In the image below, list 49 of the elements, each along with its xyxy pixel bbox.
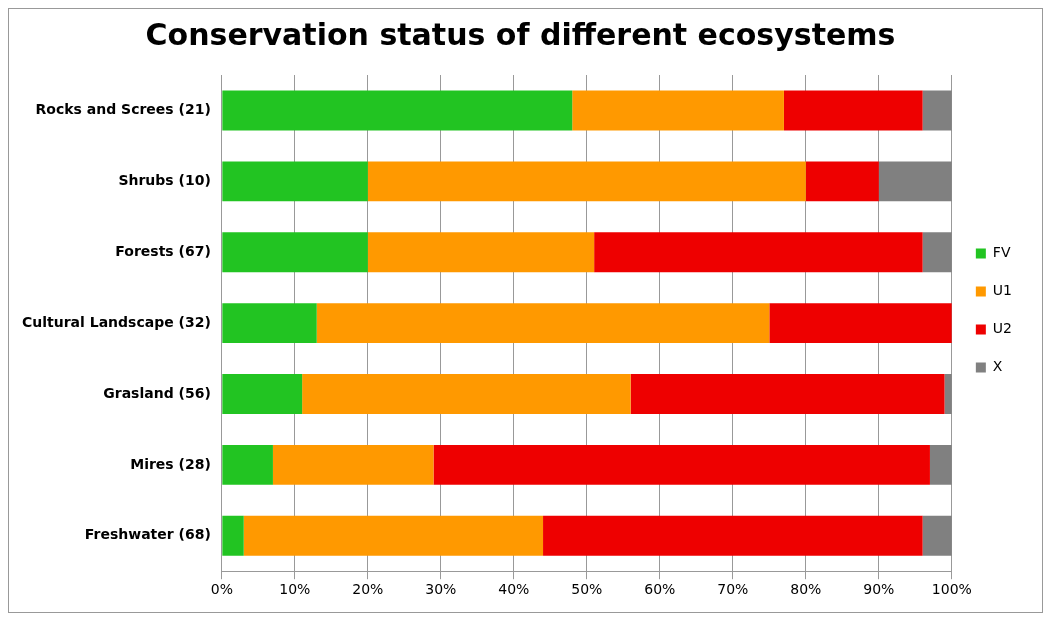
bar xyxy=(878,161,952,202)
x-tick-label: 60% xyxy=(644,581,676,598)
chart-title: Conservation status of different ecosystems xyxy=(145,16,896,52)
x-tick-label: 0% xyxy=(210,581,233,598)
bar xyxy=(922,515,952,556)
bar xyxy=(367,161,806,202)
bar xyxy=(222,515,244,556)
x-tick-label: 30% xyxy=(425,581,457,598)
bar xyxy=(367,232,595,273)
y-tick-label: Shrubs (10) xyxy=(118,171,211,188)
x-tick-label: 90% xyxy=(863,581,895,598)
x-tick-label: 50% xyxy=(571,581,603,598)
bar xyxy=(222,444,273,485)
bar xyxy=(630,374,945,414)
bar xyxy=(922,232,952,273)
y-tick-label: Mires (28) xyxy=(130,455,211,472)
bar xyxy=(302,374,631,414)
bar xyxy=(922,90,952,131)
bar xyxy=(222,374,303,414)
x-tick-label: 40% xyxy=(498,581,530,598)
bar xyxy=(769,303,952,344)
legend-label: U1 xyxy=(992,282,1012,299)
bar xyxy=(222,232,368,273)
bar xyxy=(272,444,434,485)
bar xyxy=(929,444,952,485)
y-tick-label: Forests (67) xyxy=(115,242,211,259)
bar xyxy=(572,90,784,131)
y-tick-label: Cultural Landscape (32) xyxy=(21,313,211,330)
x-tick-label: 10% xyxy=(279,581,311,598)
x-tick-label: 70% xyxy=(717,581,749,598)
bar xyxy=(316,303,770,344)
legend-label: U2 xyxy=(992,320,1012,337)
bar xyxy=(433,444,930,485)
legend-label: X xyxy=(992,358,1003,375)
bar xyxy=(243,515,544,556)
bar xyxy=(783,90,923,131)
bar xyxy=(805,161,879,202)
legend-label: FV xyxy=(992,244,1011,261)
bar xyxy=(222,161,368,202)
y-tick-label: Rocks and Screes (21) xyxy=(35,101,211,118)
x-tick-label: 100% xyxy=(931,581,972,598)
bar xyxy=(222,303,317,344)
x-tick-label: 20% xyxy=(352,581,384,598)
x-tick-label: 80% xyxy=(790,581,822,598)
bar xyxy=(543,515,923,556)
y-tick-label: Grasland (56) xyxy=(103,384,211,401)
bar xyxy=(222,90,573,131)
bar xyxy=(594,232,923,273)
y-tick-label: Freshwater (68) xyxy=(84,526,211,543)
